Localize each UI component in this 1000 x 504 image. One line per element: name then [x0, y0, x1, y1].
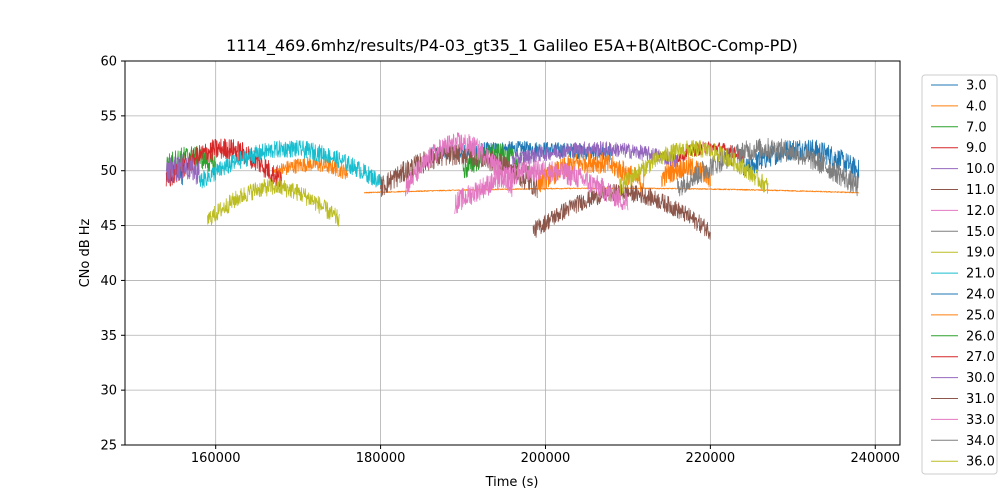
series-line-10.0: [165, 153, 200, 185]
legend-label: 36.0: [966, 455, 995, 470]
y-tick-label: 60: [100, 55, 117, 70]
series-line-4.0: [273, 156, 349, 180]
legend-label: 25.0: [966, 308, 995, 323]
legend-label: 4.0: [966, 99, 987, 114]
axis-ticks: 160000 180000 200000 220000 240000 25 30 35 40 45…: [100, 55, 900, 467]
x-tick-label: 220000: [686, 451, 736, 466]
legend-label: 26.0: [966, 329, 995, 344]
legend-label: 3.0: [966, 79, 987, 94]
legend-label: 21.0: [966, 267, 995, 282]
y-tick-label: 30: [100, 384, 117, 399]
x-tick-label: 160000: [191, 451, 241, 466]
y-tick-label: 25: [100, 439, 117, 454]
y-tick-label: 40: [100, 274, 117, 289]
x-tick-label: 180000: [356, 451, 406, 466]
legend: 3.0 4.0 7.0 9.0 10.0 11.0 12.0 15.0 19.0 21.0 24.0…: [921, 74, 998, 475]
series-line-19.0: [619, 139, 769, 196]
series-line-19.0: [207, 178, 340, 227]
series-line-12.0: [454, 159, 629, 215]
y-tick-label: 45: [100, 219, 117, 234]
legend-items: 3.0 4.0 7.0 9.0 10.0 11.0 12.0 15.0 19.0 21.0 24.0…: [931, 79, 995, 470]
y-tick-label: 35: [100, 329, 117, 344]
y-axis-label: CNo dB Hz: [78, 218, 93, 287]
legend-label: 27.0: [966, 350, 995, 365]
series-line-12.0: [404, 132, 513, 198]
series-line-21.0: [198, 140, 381, 189]
x-tick-label: 240000: [850, 451, 900, 466]
series-line-9.0: [165, 138, 283, 188]
legend-label: 34.0: [966, 434, 995, 449]
legend-label: 33.0: [966, 413, 995, 428]
plot-series: [165, 132, 860, 240]
y-tick-label: 55: [100, 109, 117, 124]
legend-box: [921, 74, 998, 475]
legend-label: 19.0: [966, 246, 995, 261]
x-axis-label: Time (s): [485, 475, 539, 490]
legend-label: 12.0: [966, 204, 995, 219]
legend-label: 9.0: [966, 141, 987, 156]
legend-label: 30.0: [966, 371, 995, 386]
legend-label: 15.0: [966, 225, 995, 240]
series-line-15.0: [676, 137, 860, 197]
legend-label: 7.0: [966, 120, 987, 135]
y-tick-label: 50: [100, 164, 117, 179]
series-line-4.0: [660, 156, 711, 188]
legend-label: 24.0: [966, 288, 995, 303]
legend-label: 10.0: [966, 162, 995, 177]
legend-label: 31.0: [966, 392, 995, 407]
plot-frame: [124, 60, 901, 446]
chart-title: 1114_469.6mhz/results/P4-03_gt35_1 Galil…: [226, 36, 798, 56]
x-tick-label: 200000: [521, 451, 571, 466]
series-line-10.0: [512, 141, 678, 168]
legend-label: 11.0: [966, 183, 995, 198]
